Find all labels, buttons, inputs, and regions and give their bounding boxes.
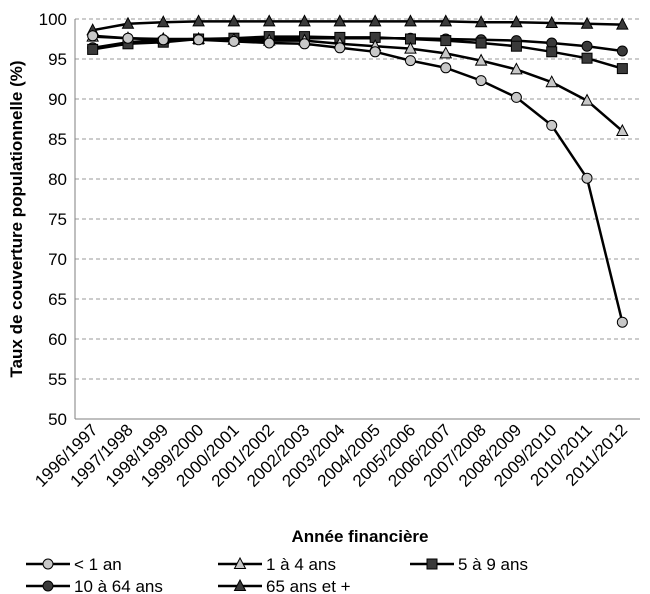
data-point: [581, 52, 593, 64]
data-point: [510, 62, 523, 75]
data-point: [510, 40, 522, 52]
data-point: [192, 14, 205, 27]
data-point: [581, 172, 593, 184]
data-point: [227, 14, 241, 27]
data-point: [616, 316, 628, 328]
data-point: [228, 35, 240, 47]
data-point: [369, 46, 381, 58]
data-point: [404, 55, 416, 67]
data-point: [157, 34, 169, 46]
data-point: [475, 75, 487, 87]
y-tick-label: 50: [48, 410, 67, 429]
y-tick-label: 100: [39, 10, 67, 29]
y-tick-label: 55: [48, 370, 67, 389]
data-point: [545, 15, 559, 28]
legend-marker: [426, 558, 438, 570]
data-point: [616, 63, 628, 75]
data-point: [440, 35, 452, 47]
y-tick-label: 95: [48, 50, 67, 69]
data-point: [404, 41, 417, 54]
x-axis-title: Année financière: [292, 527, 429, 546]
data-point: [616, 17, 629, 30]
y-tick-label: 90: [48, 90, 67, 109]
data-point: [581, 40, 593, 52]
data-point: [580, 16, 594, 29]
data-point: [546, 46, 558, 58]
legend-marker: [233, 556, 247, 569]
data-point: [193, 34, 205, 46]
data-point: [334, 42, 346, 54]
data-point: [122, 32, 134, 44]
data-point: [87, 43, 99, 55]
series-line: [92, 20, 623, 32]
y-tick-label: 80: [48, 170, 67, 189]
data-point: [299, 38, 311, 50]
data-point: [546, 119, 558, 131]
data-point: [121, 16, 135, 29]
data-point: [298, 14, 311, 27]
data-point: [510, 15, 523, 28]
data-point: [440, 62, 452, 74]
data-point: [156, 15, 170, 28]
data-point: [368, 14, 382, 27]
data-point: [474, 53, 488, 66]
y-tick-label: 75: [48, 210, 67, 229]
legend-label: 65 ans et +: [266, 577, 351, 594]
legend-label: 10 à 64 ans: [74, 577, 163, 594]
data-point: [616, 123, 629, 136]
data-point: [439, 14, 453, 27]
data-point: [333, 14, 347, 27]
data-point: [439, 46, 453, 59]
legend-marker: [42, 558, 54, 570]
legend-marker: [233, 578, 247, 591]
data-point: [475, 37, 487, 49]
legend-label: 1 à 4 ans: [266, 555, 336, 574]
legend-label: 5 à 9 ans: [458, 555, 528, 574]
y-tick-label: 85: [48, 130, 67, 149]
y-tick-label: 65: [48, 290, 67, 309]
y-tick-label: 70: [48, 250, 67, 269]
series-line: [92, 34, 624, 323]
data-point: [263, 37, 275, 49]
data-point: [510, 91, 522, 103]
data-point: [87, 30, 99, 42]
legend-label: < 1 an: [74, 555, 122, 574]
data-point: [474, 15, 488, 28]
legend-marker: [42, 580, 54, 592]
data-point: [545, 75, 559, 88]
data-point: [404, 14, 417, 27]
data-point: [262, 14, 276, 27]
data-point: [580, 93, 594, 106]
y-tick-label: 60: [48, 330, 67, 349]
data-point: [616, 45, 628, 57]
y-axis-title: Taux de couverture populationnelle (%): [7, 60, 26, 377]
